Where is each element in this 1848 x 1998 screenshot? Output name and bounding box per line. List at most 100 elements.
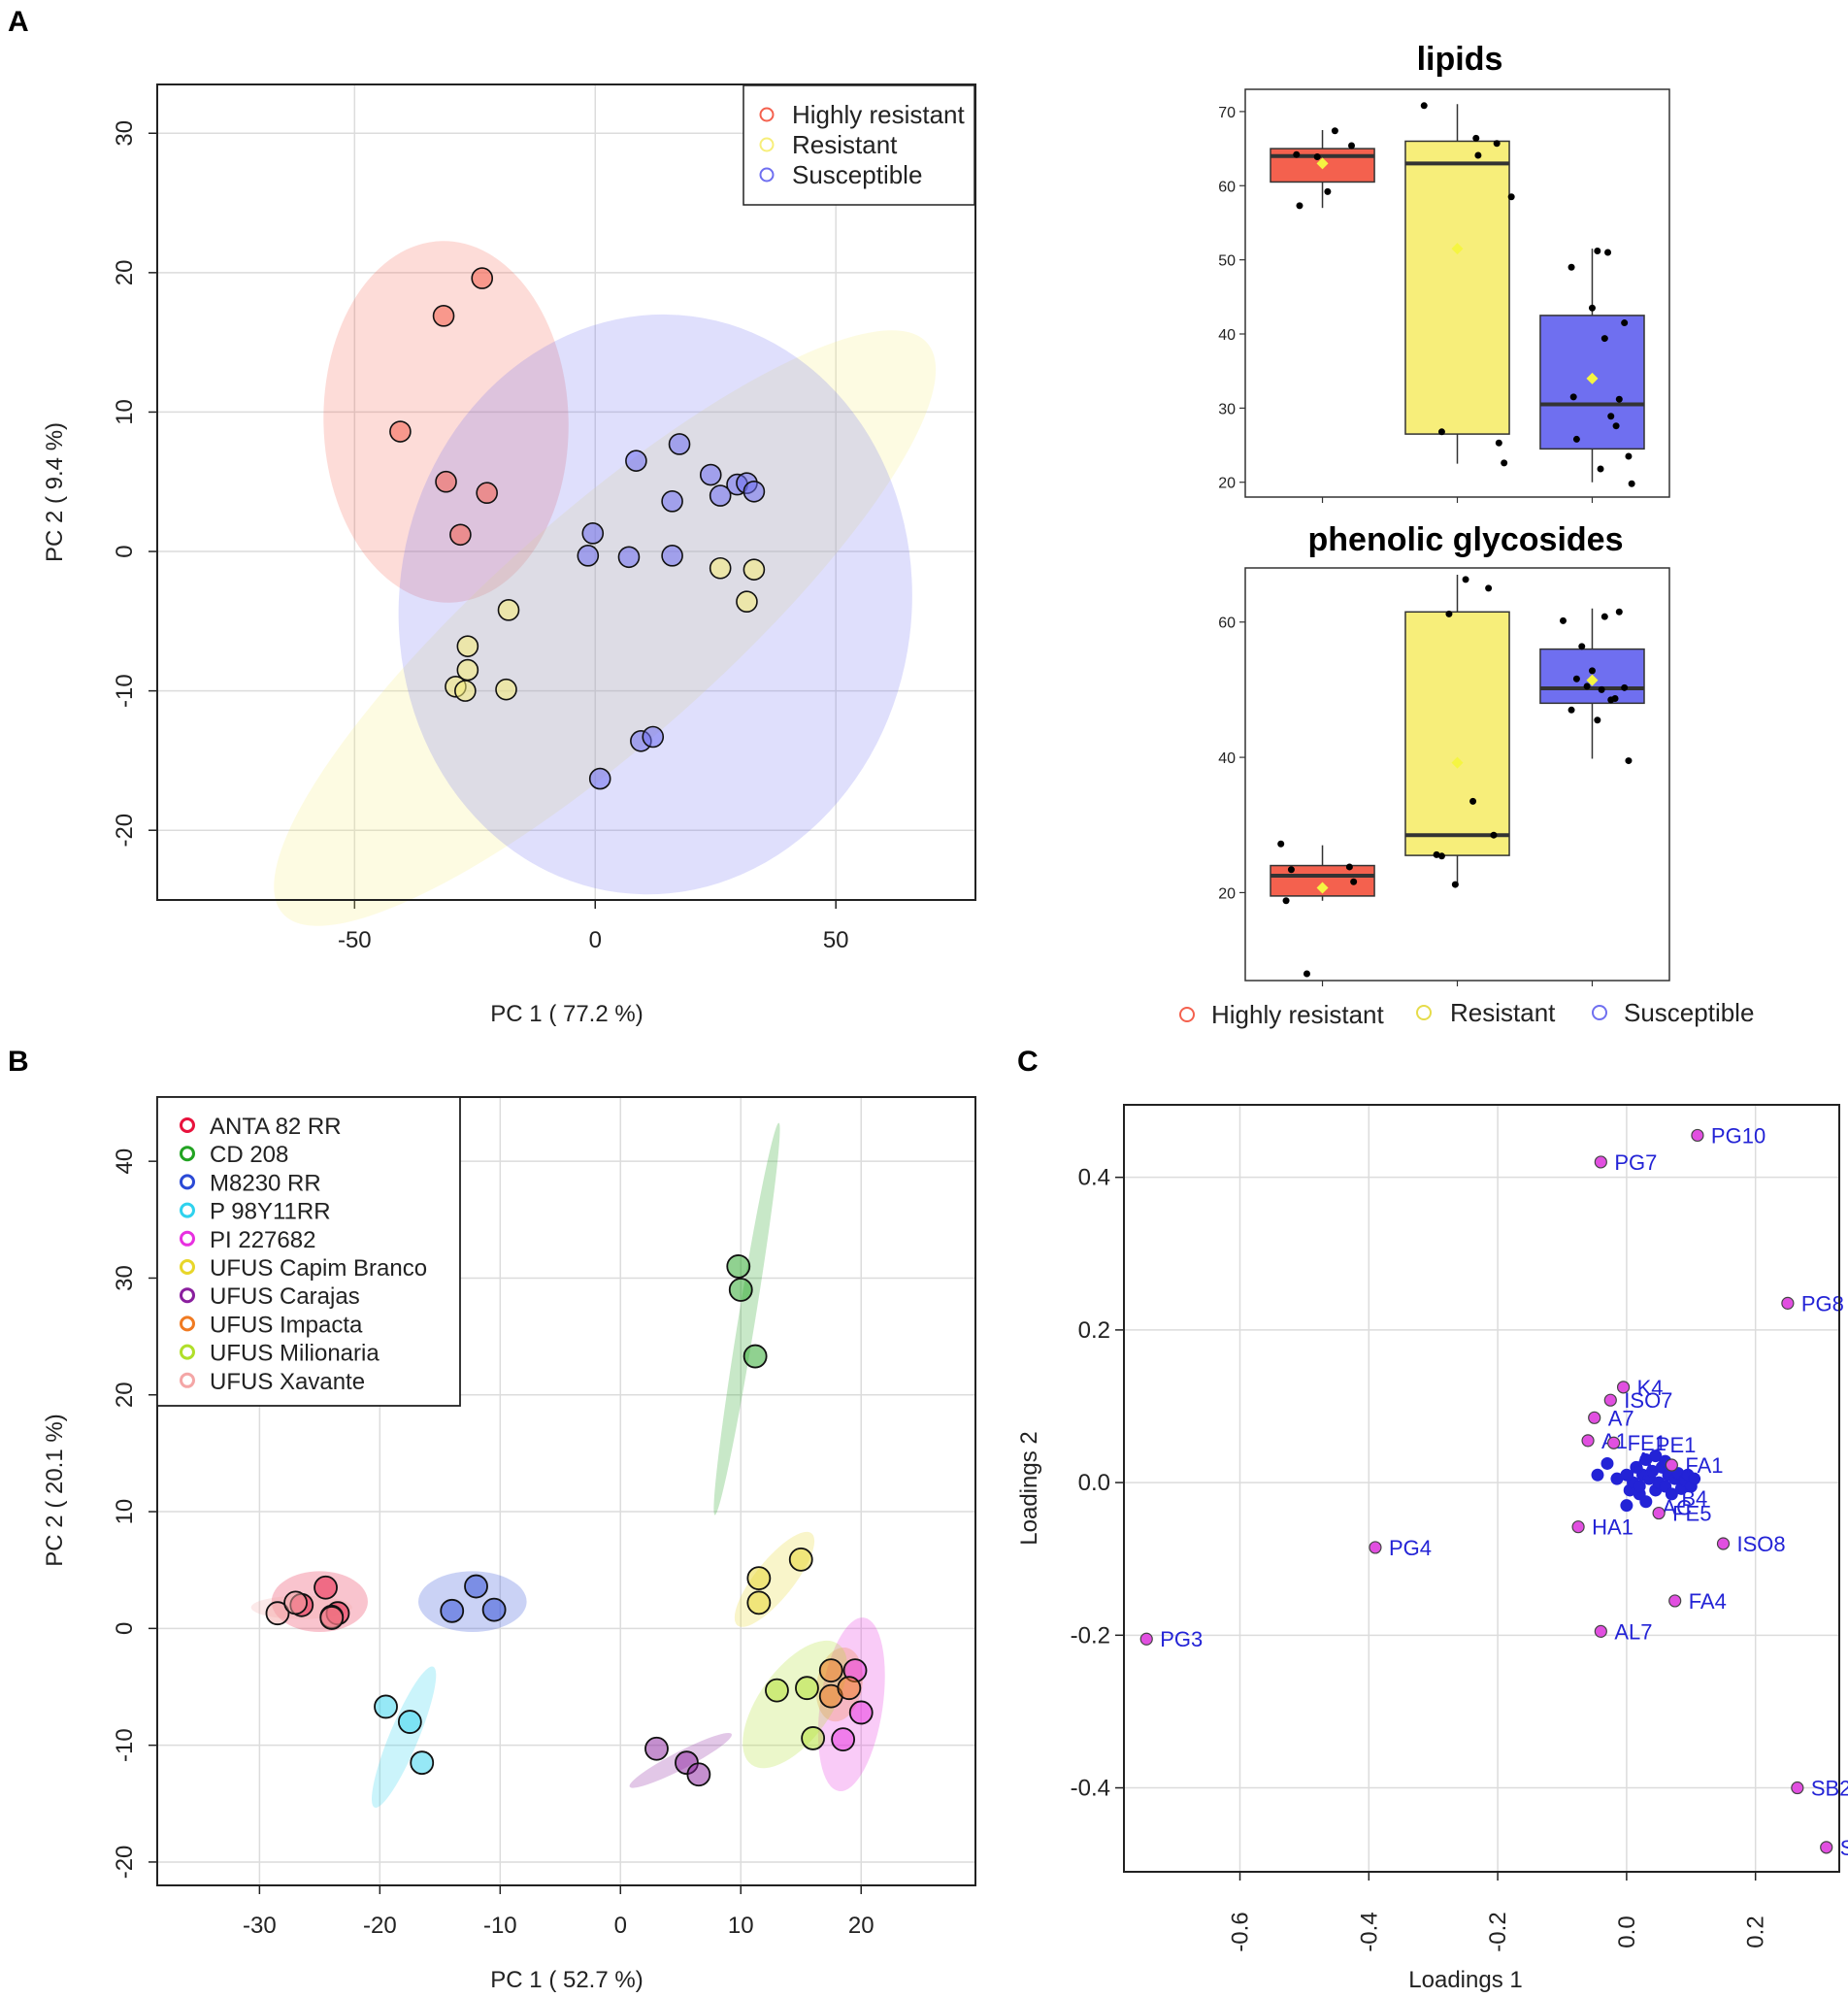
pca-chart-b: -30 -20 -10 0 10 20 -20 -10 0 10 20 30 40 PC 1 ( 52.7… <box>42 1096 976 1993</box>
jitter-point-highly-resistant <box>1293 150 1301 158</box>
jitter-point-resistant <box>1451 881 1459 888</box>
mean-marker-resistant <box>1451 756 1464 769</box>
loading-label-a7: A7 <box>1608 1406 1634 1430</box>
legend-marker-ufus-xavante <box>180 1372 195 1388</box>
loading-label-pg4: PG4 <box>1389 1536 1432 1560</box>
legend-box <box>742 84 975 206</box>
y-tick-label: 30 <box>112 120 138 147</box>
y-tick-label: 70 <box>1218 105 1236 121</box>
data-point-cd-208 <box>726 1254 751 1279</box>
data-point-susceptible <box>709 484 732 507</box>
plot-border <box>1244 567 1670 982</box>
jitter-point-resistant <box>1493 140 1501 148</box>
y-tick-label: 40 <box>1218 750 1236 767</box>
loading-point-k4 <box>1616 1381 1631 1394</box>
panel-label-a: A <box>8 6 29 38</box>
loading-label-sb1: SB1 <box>1840 1836 1848 1860</box>
confidence-ellipse <box>713 1122 780 1515</box>
box-legend-highly-resistant: Highly resistant <box>1211 1000 1385 1029</box>
cluster-point <box>1649 1449 1663 1463</box>
jitter-point-susceptible <box>1583 683 1591 690</box>
data-point-ufus-xavante <box>319 1606 345 1630</box>
data-point-susceptible <box>588 767 611 790</box>
mean-marker-susceptible <box>1586 372 1599 384</box>
x-axis-label: PC 1 ( 77.2 %) <box>490 1001 643 1027</box>
x-tick-label: 0.0 <box>1614 1915 1640 1948</box>
confidence-ellipse <box>398 314 912 895</box>
y-tick-label: 20 <box>1218 476 1236 492</box>
confidence-ellipse <box>734 1531 815 1627</box>
jitter-point-susceptible <box>1607 413 1615 420</box>
data-point-highly-resistant <box>476 482 498 505</box>
jitter-point-resistant <box>1437 852 1445 860</box>
loading-label-pg3: PG3 <box>1160 1627 1203 1651</box>
x-tick-label: 50 <box>823 927 849 953</box>
y-tick-label: 0.4 <box>1078 1165 1110 1191</box>
boxplot-phenolic-glycosides: 20 40 60 <box>1218 567 1670 986</box>
confidence-ellipse <box>274 330 937 926</box>
legend-marker-ufus-carajas <box>180 1287 195 1304</box>
jitter-point-susceptible <box>1621 683 1629 691</box>
mean-marker-susceptible <box>1586 674 1599 686</box>
jitter-point-resistant <box>1472 134 1480 142</box>
x-axis-label: PC 1 ( 52.7 %) <box>490 1967 643 1993</box>
loading-point-pg8 <box>1781 1296 1795 1310</box>
data-point-ufus-impacta <box>818 1658 843 1683</box>
legend-marker-m8230-rr <box>180 1174 195 1190</box>
jitter-point-susceptible <box>1615 395 1623 403</box>
y-axis-label: PC 2 ( 20.1 %) <box>42 1414 68 1566</box>
legend-label-susceptible: Susceptible <box>792 160 922 189</box>
cluster-point <box>1665 1487 1678 1501</box>
cluster-point <box>1639 1495 1653 1509</box>
data-point-susceptible <box>642 725 665 749</box>
box-resistant <box>1404 140 1510 435</box>
y-tick-label: 0.2 <box>1078 1317 1110 1344</box>
loading-point-pg10 <box>1691 1128 1704 1143</box>
y-tick-label: 20 <box>1218 885 1236 902</box>
data-point-p-98y11rr <box>397 1710 422 1734</box>
data-point-highly-resistant <box>435 470 457 493</box>
jitter-point-susceptible <box>1568 706 1575 714</box>
panel-label-b: B <box>8 1046 29 1078</box>
loading-point-fa1 <box>1665 1458 1678 1472</box>
y-tick-label: 0 <box>112 545 138 557</box>
jitter-point-susceptible <box>1615 608 1623 616</box>
data-point-ufus-capim-branco <box>746 1590 772 1615</box>
loading-label-fe1: FE1 <box>1628 1431 1666 1455</box>
mean-marker-highly-resistant <box>1316 157 1329 170</box>
data-point-m8230-rr <box>464 1574 488 1599</box>
legend-label-pi-227682: PI 227682 <box>210 1227 315 1253</box>
jitter-point-susceptible <box>1588 304 1596 312</box>
data-point-anta-82-rr <box>314 1575 338 1600</box>
data-point-ufus-impacta <box>837 1676 862 1701</box>
loading-label-ha1: HA1 <box>1592 1515 1634 1540</box>
y-tick-label: 50 <box>1218 253 1236 270</box>
jitter-point-resistant <box>1495 439 1502 447</box>
loading-label-pg7: PG7 <box>1614 1150 1657 1175</box>
x-tick-label: -20 <box>363 1913 397 1939</box>
jitter-point-susceptible <box>1588 667 1596 675</box>
loading-label-iso7: ISO7 <box>1624 1388 1672 1413</box>
legend-marker-pi-227682 <box>180 1230 195 1247</box>
data-point-resistant <box>456 635 479 657</box>
jitter-point-susceptible <box>1569 393 1577 401</box>
y-tick-label: 30 <box>1218 401 1236 417</box>
jitter-point-susceptible <box>1625 452 1633 460</box>
box-legend-marker-highly-resistant <box>1179 1007 1195 1022</box>
legend-marker-cd-208 <box>180 1146 195 1162</box>
loading-point-pg3 <box>1139 1632 1153 1646</box>
jitter-point-highly-resistant <box>1287 866 1295 874</box>
x-tick-label: 0.2 <box>1743 1915 1769 1948</box>
jitter-point-susceptible <box>1604 249 1612 256</box>
data-point-ufus-capim-branco <box>746 1566 772 1591</box>
data-point-cd-208 <box>728 1278 753 1302</box>
data-point-resistant <box>495 678 517 701</box>
jitter-point-highly-resistant <box>1296 202 1304 210</box>
data-point-resistant <box>742 558 766 581</box>
cluster-point <box>1620 1499 1634 1513</box>
jitter-point-susceptible <box>1572 675 1580 683</box>
jitter-point-susceptible <box>1568 263 1575 271</box>
jitter-point-susceptible <box>1594 247 1601 254</box>
legend-label-anta-82-rr: ANTA 82 RR <box>210 1114 342 1140</box>
